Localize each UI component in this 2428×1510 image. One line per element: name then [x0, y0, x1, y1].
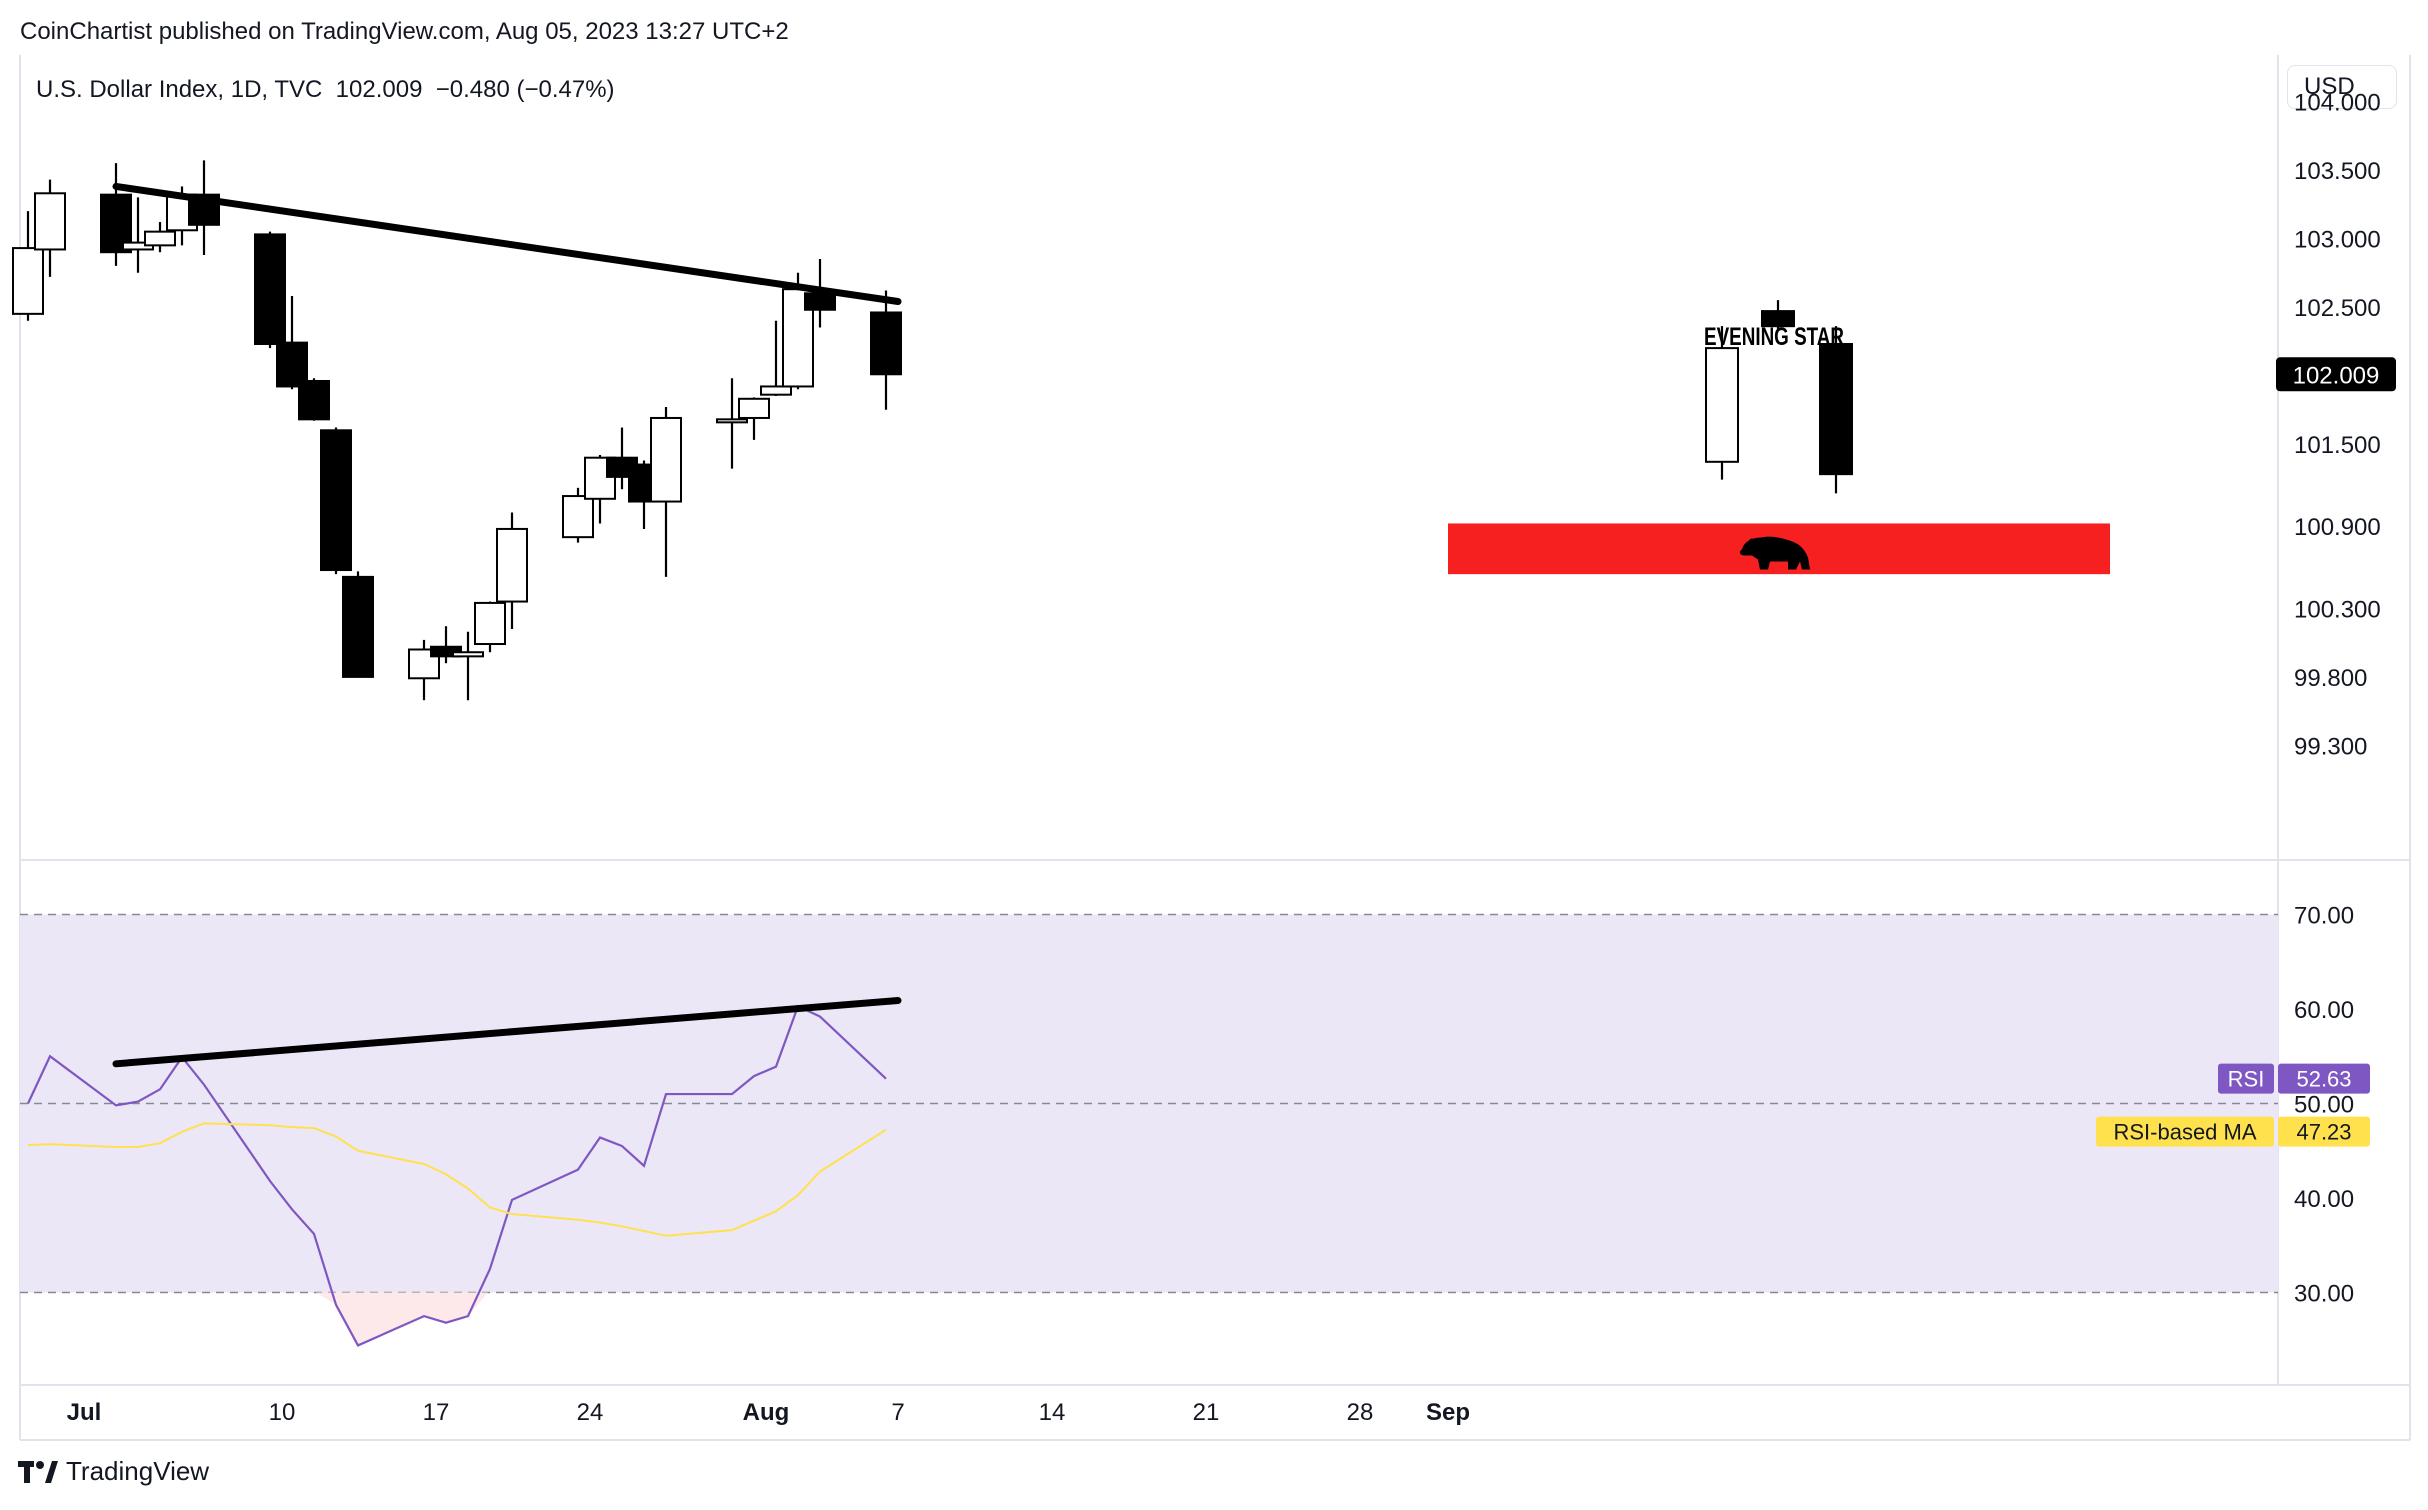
- time-axis-label: Jul: [67, 1399, 102, 1426]
- rsi-ma-name-label: RSI-based MA: [2113, 1120, 2256, 1145]
- price-candle: [276, 341, 308, 388]
- price-axis-label: 103.500: [2294, 158, 2381, 185]
- price-axis-label: 101.500: [2294, 432, 2381, 459]
- price-axis-label: 104.000: [2294, 90, 2381, 117]
- rsi-axis-label: 60.00: [2294, 997, 2354, 1024]
- price-candle: [320, 429, 352, 572]
- price-candle: [298, 379, 330, 421]
- time-axis-label: Aug: [743, 1399, 790, 1426]
- publisher-header: CoinChartist published on TradingView.co…: [20, 18, 789, 45]
- price-axis-label: 99.800: [2294, 665, 2367, 692]
- time-axis-label: Sep: [1426, 1399, 1470, 1426]
- price-candle: [716, 418, 748, 424]
- time-axis-label: 21: [1193, 1399, 1220, 1426]
- rsi-axis-label: 30.00: [2294, 1281, 2354, 1308]
- price-candle: [342, 575, 374, 678]
- rsi-axis-label: 50.00: [2294, 1092, 2354, 1119]
- rsi-axis-label: 70.00: [2294, 903, 2354, 930]
- price-candle: [804, 292, 836, 311]
- rsi-ma-line: [27, 1122, 887, 1237]
- currency-button[interactable]: USD: [2287, 65, 2397, 109]
- price-candle: [650, 416, 682, 503]
- evening-star-candle: [1819, 342, 1853, 476]
- price-candle: [144, 230, 176, 247]
- price-candle: [496, 527, 528, 603]
- price-candle: [760, 385, 792, 396]
- tradingview-brand: TradingView: [66, 1456, 210, 1486]
- rsi-ma-name-tag: [2096, 1116, 2274, 1147]
- rsi-pane: [20, 913, 2278, 1347]
- rsi-axis-label: 40.00: [2294, 1186, 2354, 1213]
- price-axis-label: 99.300: [2294, 733, 2367, 760]
- bear-icon-body: [1739, 536, 1810, 570]
- time-axis-label: 7: [891, 1399, 904, 1426]
- price-candle: [870, 311, 902, 376]
- price-candle: [100, 193, 132, 254]
- rsi-name-label: RSI: [2228, 1067, 2265, 1092]
- rsi-line: [27, 1004, 887, 1347]
- price-candle: [452, 651, 484, 658]
- price-candle: [34, 192, 66, 251]
- rsi-value-label: 52.63: [2296, 1067, 2351, 1092]
- time-axis-label: 28: [1347, 1399, 1374, 1426]
- time-axis-label: 14: [1039, 1399, 1066, 1426]
- price-pane: EVENING STAR: [12, 160, 2110, 701]
- price-axis-label: 100.900: [2294, 514, 2381, 541]
- rsi-trendline: [112, 996, 902, 1068]
- last-price-badge: [2276, 357, 2396, 392]
- rsi-value-tag: [2278, 1063, 2370, 1094]
- price-candle: [474, 601, 506, 646]
- price-axis-label: 102.500: [2294, 295, 2381, 322]
- price-candle: [562, 495, 594, 539]
- resistance-trendline: [112, 182, 902, 306]
- evening-star-label: EVENING STAR: [1704, 323, 1844, 351]
- time-axis-label: 10: [269, 1399, 296, 1426]
- time-axis-label: 24: [577, 1399, 604, 1426]
- last-price-label: 102.009: [2293, 362, 2380, 389]
- price-axis-label: 103.000: [2294, 227, 2381, 254]
- price-candle: [738, 397, 770, 419]
- rsi-ma-value-tag: [2278, 1116, 2370, 1147]
- rsi-ma-value-label: 47.23: [2296, 1120, 2351, 1145]
- evening-star-candle: [1761, 310, 1795, 328]
- time-axis-label: 17: [423, 1399, 450, 1426]
- bear-icon-ear: [1749, 538, 1755, 545]
- price-candle: [254, 233, 286, 345]
- bear-icon: [1739, 536, 1810, 570]
- symbol-info: U.S. Dollar Index, 1D, TVC 102.009 −0.48…: [36, 76, 615, 103]
- axes: Jul 10 17 24 Aug 7 14 21 28 Sep 104.000 103.500 103.…: [67, 90, 2396, 1426]
- footer: TradingView: [18, 1456, 209, 1487]
- price-candle: [12, 247, 44, 315]
- price-axis-label: 100.300: [2294, 596, 2381, 623]
- evening-star-candle: [1705, 347, 1739, 463]
- tradingview-logo-icon: [18, 1460, 58, 1483]
- rsi-oversold-fill: [316, 1292, 488, 1346]
- rsi-name-tag: [2218, 1063, 2274, 1094]
